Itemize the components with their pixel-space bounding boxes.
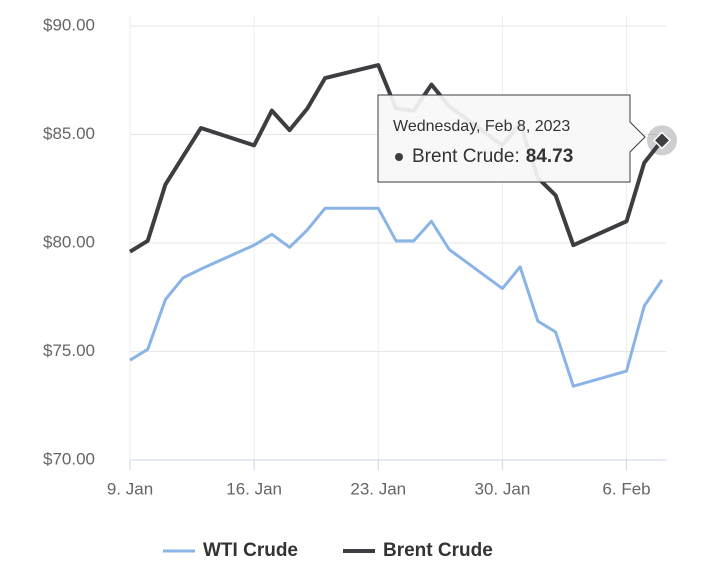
legend-label: WTI Crude <box>203 540 298 561</box>
x-tick-label: 6. Feb <box>602 479 650 498</box>
tooltip-series: Brent Crude <box>412 146 514 167</box>
tooltip-value: 84.73 <box>526 146 574 167</box>
x-tick-label: 23. Jan <box>350 479 406 498</box>
y-tick-label: $70.00 <box>43 449 95 468</box>
y-tick-label: $90.00 <box>43 15 95 34</box>
hover-marker <box>652 131 672 150</box>
x-tick-label: 16. Jan <box>226 479 282 498</box>
legend-item[interactable]: Brent Crude <box>343 540 493 561</box>
tooltip-box <box>377 94 646 183</box>
line-series <box>129 206 664 388</box>
tooltip-dot <box>395 153 403 161</box>
tooltip-header: Wednesday, Feb 8, 2023 <box>393 118 570 135</box>
x-tick-label: 9. Jan <box>107 479 153 498</box>
y-tick-label: $85.00 <box>43 124 95 143</box>
legend: WTI Crude Brent Crude <box>163 540 493 561</box>
tooltip-text: Brent Crude: 84.73 <box>412 146 573 167</box>
y-tick-label: $75.00 <box>43 341 95 360</box>
legend-label: Brent Crude <box>383 540 493 561</box>
tooltip: Wednesday, Feb 8, 2023 Brent Crude: 84.73 <box>377 94 646 183</box>
legend-item[interactable]: WTI Crude <box>163 540 298 561</box>
tooltip-separator: : <box>514 146 519 167</box>
y-tick-label: $80.00 <box>43 232 95 251</box>
x-tick-label: 30. Jan <box>475 479 531 498</box>
